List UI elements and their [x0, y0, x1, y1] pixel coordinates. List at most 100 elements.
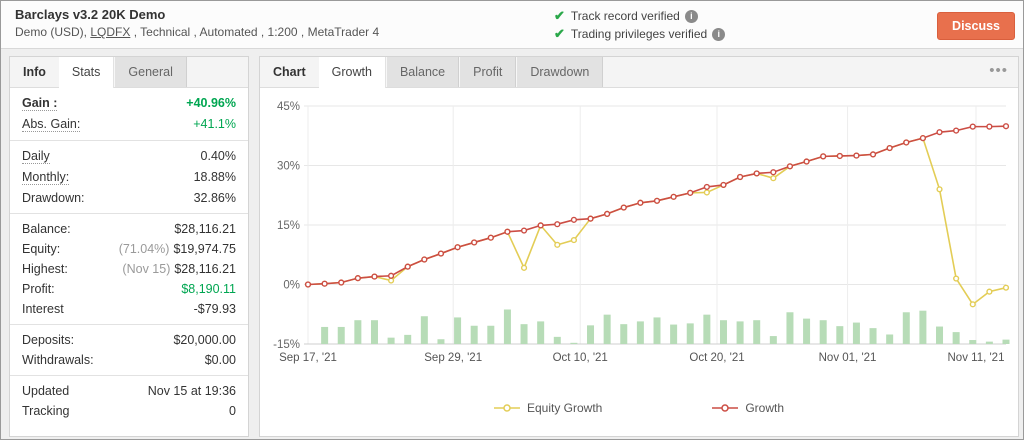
legend-label: Growth [745, 401, 785, 415]
tab-growth[interactable]: Growth [318, 57, 386, 88]
stat-value: -$79.93 [193, 302, 236, 316]
svg-text:Sep 29, '21: Sep 29, '21 [424, 352, 482, 364]
legend-marker-icon [712, 404, 739, 412]
legend-marker-icon [493, 404, 520, 412]
chart-panel-tabs: Chart Growth Balance Profit Drawdown ••• [260, 57, 1018, 88]
stat-value: (Nov 15) $28,116.21 [122, 262, 236, 276]
tab-drawdown[interactable]: Drawdown [516, 57, 604, 87]
stat-label: Updated [22, 384, 70, 398]
stat-row: Equity: (71.04%) $19,974.75 [22, 239, 236, 259]
legend-label: Equity Growth [526, 401, 603, 415]
stat-label: Balance: [22, 222, 71, 236]
stat-label: Equity: [22, 242, 61, 256]
stat-divider [10, 324, 248, 325]
stat-row: Highest: (Nov 15) $28,116.21 [22, 259, 236, 279]
svg-text:15%: 15% [277, 220, 300, 232]
stat-label[interactable]: Abs. Gain: [22, 117, 81, 132]
stat-value: 32.86% [193, 191, 236, 205]
stat-row: Daily 0.40% [22, 146, 236, 167]
stat-row: Tracking 0 [22, 401, 236, 421]
account-header: Barclays v3.2 20K Demo Demo (USD), LQDFX… [1, 1, 1023, 49]
svg-text:30%: 30% [277, 161, 300, 173]
legend-item-growth[interactable]: Growth [712, 401, 784, 415]
svg-text:Oct 10, '21: Oct 10, '21 [553, 352, 608, 364]
stat-label[interactable]: Monthly: [22, 170, 70, 185]
stat-divider [10, 213, 248, 214]
tab-stats[interactable]: Stats [58, 57, 115, 88]
svg-text:Nov 11, '21: Nov 11, '21 [948, 352, 1005, 364]
account-title: Barclays v3.2 20K Demo [15, 7, 166, 22]
verification-line: ✔ Track record verified i [554, 7, 725, 25]
verification-label: Track record verified [570, 9, 680, 23]
stat-label: Tracking [22, 404, 70, 418]
stat-row: Balance: $28,116.21 [22, 219, 236, 239]
tab-balance[interactable]: Balance [385, 57, 460, 87]
account-subtitle-suffix: , Technical , Automated , 1:200 , MetaTr… [130, 25, 380, 39]
stat-value-muted: (71.04%) [118, 242, 170, 256]
stat-label[interactable]: Gain : [22, 96, 58, 111]
stat-label: Drawdown: [22, 191, 85, 205]
chart-panel: Chart Growth Balance Profit Drawdown ••• 45% 3… [259, 56, 1019, 437]
stat-label: Highest: [22, 262, 68, 276]
stat-row: Deposits: $20,000.00 [22, 330, 236, 350]
stat-value: 18.88% [193, 170, 236, 184]
stat-value: $20,000.00 [173, 333, 236, 347]
stat-label: Profit: [22, 282, 55, 296]
account-title-block: Barclays v3.2 20K Demo Demo (USD), LQDFX… [15, 7, 379, 39]
stat-value: 0 [229, 404, 236, 418]
stat-row: Profit: $8,190.11 [22, 279, 236, 299]
stats-panel: Info Stats General Gain : +40.96% Abs. Gain:… [9, 56, 249, 437]
account-subtitle-prefix: Demo (USD), [15, 25, 91, 39]
stats-list: Gain : +40.96% Abs. Gain: +41.1% Daily 0.40% M… [10, 88, 248, 421]
svg-text:0%: 0% [283, 280, 300, 292]
stat-value: +40.96% [186, 96, 236, 110]
stat-label: Interest [22, 302, 64, 316]
discuss-button[interactable]: Discuss [937, 12, 1015, 40]
stat-value: $8,190.11 [181, 282, 236, 296]
stat-value: 0.40% [200, 149, 236, 163]
info-icon[interactable]: i [712, 27, 726, 41]
verification-label: Trading privileges verified [570, 27, 708, 41]
stat-row: Drawdown: 32.86% [22, 188, 236, 208]
stats-panel-tabs: Info Stats General [10, 57, 248, 88]
stat-row: Withdrawals: $0.00 [22, 350, 236, 370]
svg-text:-15%: -15% [273, 339, 300, 351]
svg-text:45%: 45% [277, 101, 300, 113]
svg-text:Oct 20, '21: Oct 20, '21 [689, 352, 744, 364]
broker-link[interactable]: LQDFX [90, 25, 131, 39]
verification-line: ✔ Trading privileges verified i [554, 25, 726, 43]
checkmark-icon: ✔ [554, 8, 565, 23]
chart-area: 45% 30% 15% 0% -15% Sep 17, '21 Sep 29, '21 Oct… [260, 88, 1018, 415]
tab-profit[interactable]: Profit [459, 57, 517, 87]
stat-divider [10, 140, 248, 141]
chart-legend: Equity Growth Growth [264, 401, 1014, 415]
stat-value-muted: (Nov 15) [122, 262, 171, 276]
info-icon[interactable]: i [684, 9, 698, 23]
tab-info[interactable]: Info [23, 65, 46, 79]
stat-row: Interest -$79.93 [22, 299, 236, 319]
stat-row: Monthly: 18.88% [22, 167, 236, 188]
legend-item-equity-growth[interactable]: Equity Growth [493, 401, 603, 415]
growth-chart-canvas: 45% 30% 15% 0% -15%Sep 17, '21 Sep 29, '21 Oct… [273, 101, 1010, 364]
stat-value: +41.1% [193, 117, 236, 131]
stat-value: $0.00 [204, 353, 236, 367]
stat-value: Nov 15 at 19:36 [147, 384, 236, 398]
account-subtitle: Demo (USD), LQDFX , Technical , Automate… [15, 25, 379, 39]
stat-row: Gain : +40.96% [22, 93, 236, 114]
stat-value: $28,116.21 [174, 222, 236, 236]
svg-text:Nov 01, '21: Nov 01, '21 [819, 352, 877, 364]
stat-label: Withdrawals: [22, 353, 94, 367]
stat-row: Abs. Gain: +41.1% [22, 114, 236, 135]
checkmark-icon: ✔ [554, 26, 565, 41]
tab-general[interactable]: General [114, 57, 187, 87]
more-options-icon[interactable]: ••• [989, 62, 1008, 79]
svg-text:Sep 17, '21: Sep 17, '21 [279, 352, 337, 364]
tab-chart[interactable]: Chart [273, 65, 306, 79]
stat-divider [10, 375, 248, 376]
stat-value: (71.04%) $19,974.75 [118, 242, 236, 256]
stat-label[interactable]: Daily [22, 149, 50, 164]
stat-label: Deposits: [22, 333, 75, 347]
stat-row: Updated Nov 15 at 19:36 [22, 381, 236, 401]
verification-block: ✔ Track record verified i ✔ Trading privileg… [554, 7, 726, 43]
